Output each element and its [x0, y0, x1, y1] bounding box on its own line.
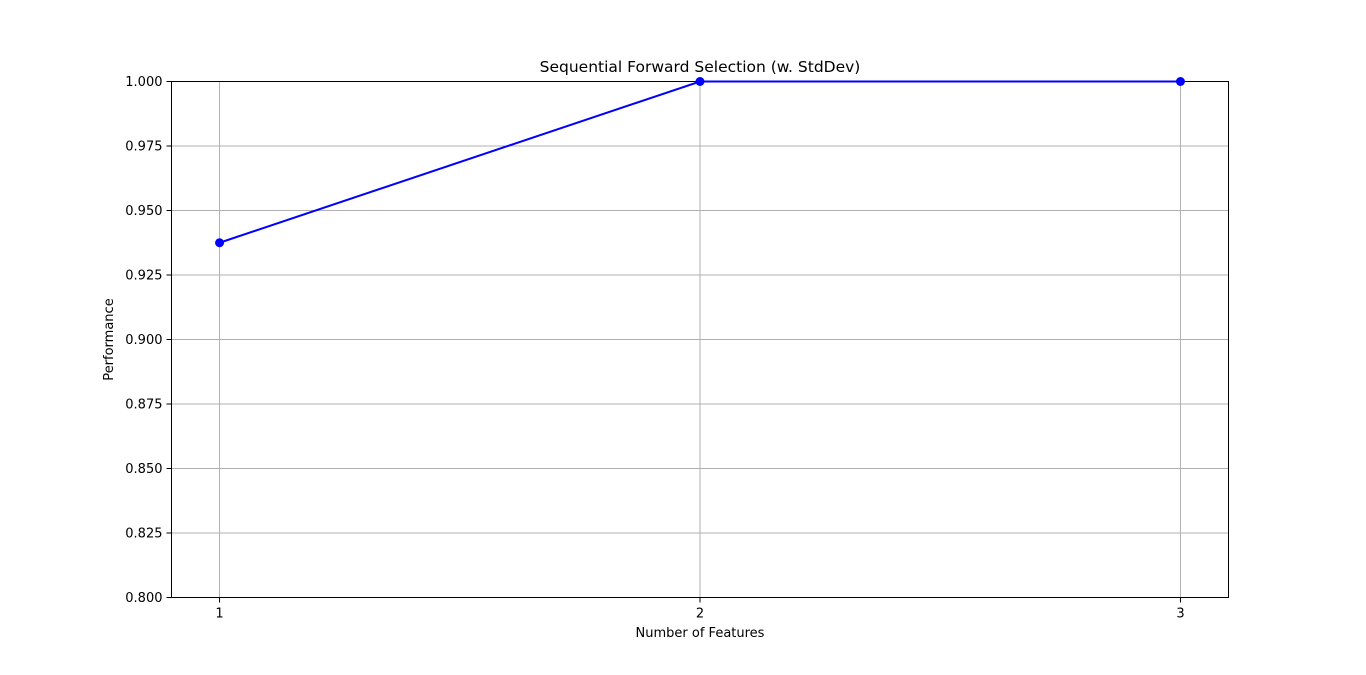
data-point	[695, 77, 705, 86]
y-tick-label: 0.950	[125, 204, 162, 219]
y-tick-label: 0.875	[125, 398, 162, 413]
x-tick-label: 3	[1176, 607, 1184, 622]
x-tick-label: 2	[696, 607, 704, 622]
y-axis-label: Performance	[102, 298, 117, 380]
data-point	[1175, 77, 1185, 86]
chart-title: Sequential Forward Selection (w. StdDev)	[540, 58, 861, 76]
x-tick-label: 1	[215, 607, 223, 622]
y-tick-label: 0.975	[125, 140, 162, 155]
y-tick-label: 0.825	[125, 527, 162, 542]
y-tick-label: 1.000	[125, 75, 162, 90]
grid-lines	[171, 81, 1229, 598]
data-point	[215, 238, 225, 248]
y-tick-label: 0.800	[125, 591, 162, 606]
series-layer	[215, 77, 1185, 248]
x-axis-label: Number of Features	[636, 626, 765, 641]
y-tick-label: 0.900	[125, 333, 162, 348]
y-tick-label: 0.925	[125, 269, 162, 284]
axis-ticks: 0.800 0.825 0.850 0.875 0.900 0.925 0.950 0.975…	[125, 75, 1184, 622]
y-tick-label: 0.850	[125, 462, 162, 477]
